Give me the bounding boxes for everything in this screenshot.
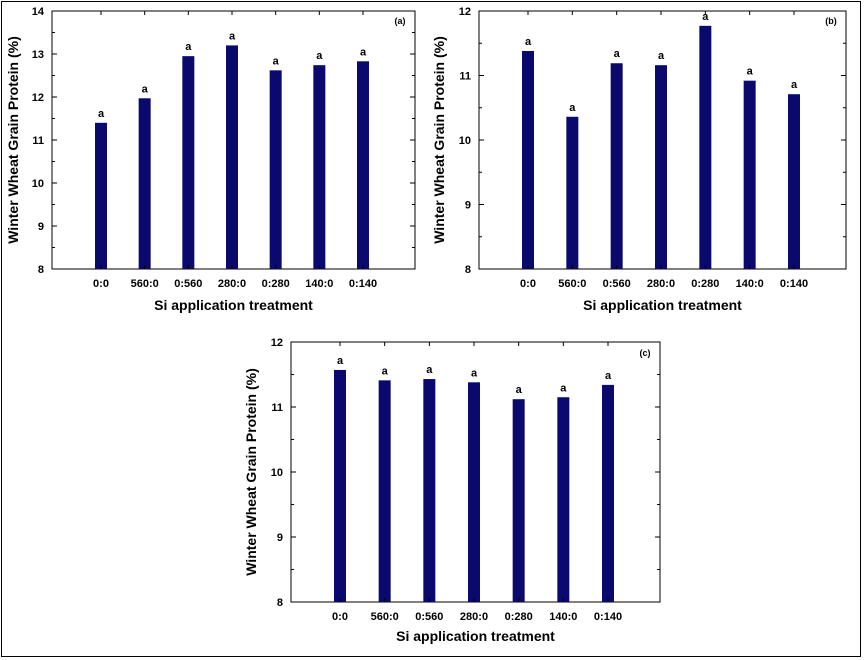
x-tick-label: 0:140 (780, 278, 808, 290)
x-tick-label: 280:0 (218, 278, 246, 290)
y-tick-label: 12 (459, 6, 471, 18)
panel-label: (a) (395, 16, 406, 26)
y-axis-title: Winter Wheat Grain Protein (%) (431, 36, 447, 244)
x-tick-label: 280:0 (647, 278, 675, 290)
x-tick-label: 0:140 (594, 611, 622, 623)
x-axis-title: Si application treatment (154, 297, 313, 313)
bar (357, 61, 369, 270)
x-tick-label: 560:0 (558, 278, 586, 290)
bar (138, 98, 151, 269)
bar (566, 116, 579, 269)
significance-label: a (185, 41, 192, 53)
significance-label: a (614, 48, 621, 60)
y-tick-label: 9 (277, 532, 283, 544)
y-axis-title: Winter Wheat Grain Protein (%) (5, 36, 21, 244)
significance-label: a (525, 36, 532, 48)
significance-label: a (142, 83, 149, 95)
bar (182, 56, 195, 270)
significance-label: a (560, 382, 567, 394)
x-tick-label: 0:0 (332, 611, 348, 623)
significance-label: a (471, 367, 478, 379)
bar (95, 122, 107, 269)
bar (602, 384, 614, 602)
x-tick-label: 0:280 (691, 278, 719, 290)
y-tick-label: 9 (465, 200, 471, 212)
bar (743, 80, 756, 269)
significance-label: a (98, 108, 105, 120)
y-tick-label: 10 (32, 178, 44, 190)
y-tick-label: 9 (38, 221, 44, 233)
x-axis-title: Si application treatment (583, 297, 742, 313)
panel-label: (b) (825, 16, 837, 26)
y-tick-label: 8 (277, 597, 283, 609)
y-tick-label: 10 (271, 467, 283, 479)
bar (378, 380, 391, 602)
significance-label: a (337, 355, 344, 367)
bar (788, 94, 800, 269)
x-tick-label: 140:0 (736, 278, 764, 290)
y-tick-label: 10 (459, 135, 471, 147)
bar (512, 399, 525, 602)
x-tick-label: 0:560 (603, 278, 631, 290)
y-tick-label: 13 (32, 49, 44, 61)
x-tick-label: 0:0 (520, 278, 536, 290)
y-axis-title: Winter Wheat Grain Protein (%) (243, 368, 259, 576)
y-tick-label: 12 (32, 92, 44, 104)
significance-label: a (747, 66, 754, 78)
x-tick-label: 560:0 (371, 611, 399, 623)
significance-label: a (316, 50, 323, 62)
x-tick-label: 0:280 (505, 611, 533, 623)
significance-label: a (702, 11, 709, 23)
x-tick-label: 0:0 (93, 278, 109, 290)
significance-label: a (229, 30, 236, 42)
significance-label: a (516, 384, 523, 396)
x-tick-label: 140:0 (549, 611, 577, 623)
x-tick-label: 0:560 (415, 611, 443, 623)
bar (423, 379, 436, 602)
bar (522, 50, 534, 269)
bar (610, 63, 623, 270)
panel-label: (c) (640, 348, 651, 358)
significance-label: a (569, 102, 576, 114)
y-tick-label: 11 (32, 135, 44, 147)
x-tick-label: 0:280 (262, 278, 290, 290)
bar (468, 382, 480, 602)
significance-label: a (382, 365, 389, 377)
y-tick-label: 8 (465, 264, 471, 276)
y-tick-label: 14 (32, 6, 45, 18)
significance-label: a (360, 46, 367, 58)
x-tick-label: 560:0 (131, 278, 159, 290)
significance-label: a (658, 50, 665, 62)
y-tick-label: 11 (271, 402, 283, 414)
x-tick-label: 140:0 (305, 278, 333, 290)
chart-panel-1: 8 9 10 11 12 13 14 a 0:0 a 560:0 a 0:560 a 280:0 a 0:280… (5, 6, 416, 313)
bar (334, 369, 346, 602)
bar (269, 70, 282, 269)
bar (655, 65, 667, 270)
x-tick-label: 0:560 (174, 278, 202, 290)
significance-label: a (605, 370, 612, 382)
significance-label: a (273, 55, 280, 67)
chart-panel-2: 8 9 10 11 12 a 0:0 a 560:0 a 0:560 a 280:0 a 0:280 a 140… (431, 6, 847, 313)
significance-label: a (791, 79, 798, 91)
bar (557, 397, 570, 602)
x-tick-label: 0:140 (349, 278, 377, 290)
bar (313, 65, 326, 270)
x-tick-label: 280:0 (460, 611, 488, 623)
x-axis-title: Si application treatment (396, 628, 555, 644)
chart-panel-3: 8 9 10 11 12 a 0:0 a 560:0 a 0:560 a 280:0 a 0:280 a 140… (243, 337, 661, 644)
y-tick-label: 12 (271, 337, 283, 349)
bar (226, 45, 238, 270)
bar (699, 25, 712, 270)
y-tick-label: 11 (459, 71, 471, 83)
y-tick-label: 8 (38, 264, 44, 276)
significance-label: a (426, 364, 433, 376)
